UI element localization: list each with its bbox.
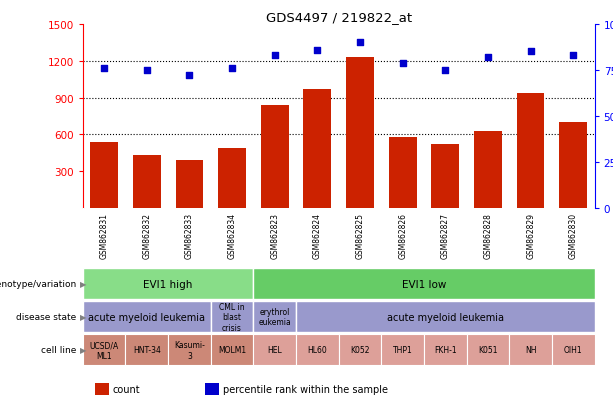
Text: K052: K052: [350, 346, 370, 354]
Point: [398, 60, 408, 66]
Bar: [338, 335, 381, 366]
Text: cell line: cell line: [41, 346, 77, 354]
Bar: [432, 145, 459, 209]
Text: GSM862823: GSM862823: [270, 212, 279, 259]
Point: [355, 40, 365, 47]
Bar: [560, 123, 587, 209]
Bar: [253, 301, 296, 332]
Point: [526, 49, 536, 56]
Point: [568, 53, 578, 59]
Text: percentile rank within the sample: percentile rank within the sample: [223, 384, 387, 394]
Text: UCSD/A
ML1: UCSD/A ML1: [89, 340, 119, 360]
Text: GSM862826: GSM862826: [398, 212, 407, 259]
Point: [483, 55, 493, 61]
Text: HL60: HL60: [308, 346, 327, 354]
Bar: [303, 90, 331, 209]
Text: Kasumi-
3: Kasumi- 3: [174, 340, 205, 360]
Point: [142, 67, 151, 74]
Text: MOLM1: MOLM1: [218, 346, 246, 354]
Bar: [381, 335, 424, 366]
Text: GSM862829: GSM862829: [526, 212, 535, 259]
Bar: [261, 106, 289, 209]
Bar: [211, 335, 253, 366]
Bar: [168, 335, 211, 366]
Bar: [552, 335, 595, 366]
Text: erythrol
eukemia: erythrol eukemia: [258, 307, 291, 327]
Point: [99, 66, 109, 72]
Text: ▶: ▶: [80, 313, 86, 321]
Text: GSM862827: GSM862827: [441, 212, 450, 259]
Point: [270, 53, 280, 59]
Point: [440, 67, 450, 74]
Bar: [253, 268, 595, 299]
Point: [313, 47, 322, 54]
Bar: [296, 301, 595, 332]
Text: GSM862828: GSM862828: [484, 213, 492, 258]
Title: GDS4497 / 219822_at: GDS4497 / 219822_at: [265, 11, 412, 24]
Text: GSM862824: GSM862824: [313, 212, 322, 259]
Text: GSM862834: GSM862834: [227, 212, 237, 259]
Text: K051: K051: [478, 346, 498, 354]
Text: GSM862830: GSM862830: [569, 212, 578, 259]
Bar: [509, 335, 552, 366]
Text: FKH-1: FKH-1: [434, 346, 457, 354]
Bar: [218, 149, 246, 209]
Text: CML in
blast
crisis: CML in blast crisis: [219, 302, 245, 332]
Text: OIH1: OIH1: [564, 346, 582, 354]
Bar: [424, 335, 466, 366]
Text: GSM862833: GSM862833: [185, 212, 194, 259]
Bar: [83, 268, 253, 299]
Bar: [126, 335, 168, 366]
Bar: [133, 156, 161, 209]
Text: GSM862831: GSM862831: [99, 212, 109, 259]
Text: THP1: THP1: [393, 346, 413, 354]
Text: acute myeloid leukemia: acute myeloid leukemia: [88, 312, 205, 322]
Text: EVI1 high: EVI1 high: [143, 279, 192, 289]
Text: EVI1 low: EVI1 low: [402, 279, 446, 289]
Bar: [175, 161, 204, 209]
Bar: [346, 58, 374, 209]
Bar: [474, 131, 502, 209]
Text: disease state: disease state: [17, 313, 77, 321]
Text: acute myeloid leukemia: acute myeloid leukemia: [387, 312, 504, 322]
Bar: [83, 335, 126, 366]
Text: genotype/variation: genotype/variation: [0, 280, 77, 288]
Bar: [389, 138, 416, 209]
Bar: [517, 93, 544, 209]
Bar: [83, 301, 211, 332]
Bar: [211, 301, 253, 332]
Text: HNT-34: HNT-34: [133, 346, 161, 354]
Text: GSM862832: GSM862832: [142, 212, 151, 259]
Text: GSM862825: GSM862825: [356, 212, 365, 259]
Bar: [90, 142, 118, 209]
Point: [227, 66, 237, 72]
Bar: [466, 335, 509, 366]
Text: ▶: ▶: [80, 280, 86, 288]
Point: [185, 73, 194, 80]
Text: HEL: HEL: [267, 346, 282, 354]
Text: NH: NH: [525, 346, 536, 354]
Bar: [253, 335, 296, 366]
Text: ▶: ▶: [80, 346, 86, 354]
Text: count: count: [112, 384, 140, 394]
Bar: [296, 335, 338, 366]
